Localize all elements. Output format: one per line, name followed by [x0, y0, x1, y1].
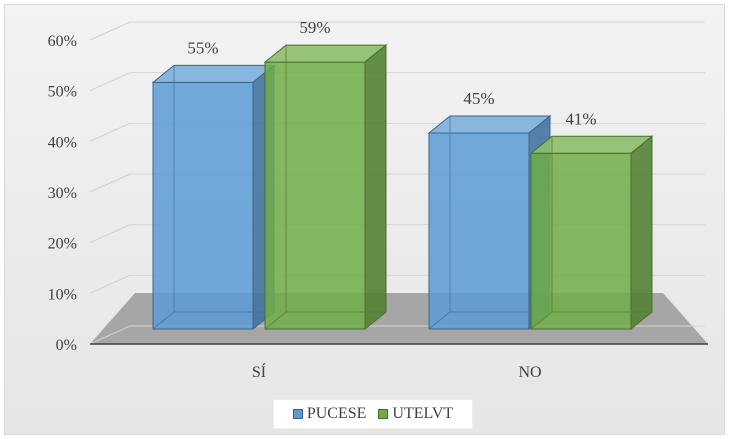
- gridline-diagonal: [89, 325, 131, 345]
- bar-front: [428, 132, 530, 330]
- gridline-diagonal: [89, 122, 131, 142]
- legend-item-pucese: PUCESE: [292, 405, 367, 423]
- data-label: 41%: [565, 109, 596, 128]
- legend: PUCESE UTELVT: [273, 399, 473, 429]
- x-tick-label: SÍ: [252, 362, 266, 381]
- bar-front: [264, 61, 366, 330]
- gridline-diagonal: [89, 274, 131, 294]
- legend-swatch-utelvt: [378, 409, 389, 419]
- legend-swatch-pucese: [292, 409, 303, 419]
- gridline-diagonal: [89, 21, 131, 41]
- y-tick-label: 20%: [48, 236, 77, 253]
- y-tick-label: 10%: [48, 286, 77, 303]
- bar-front: [152, 81, 254, 330]
- bar-depth-edge: [428, 311, 451, 330]
- data-label: 45%: [463, 89, 494, 108]
- bar-depth-edge: [530, 311, 553, 330]
- bar-chart: 0% 10% 20% 30% 40% 50% 60% 55% 59% SÍ 45% 41% NO: [48, 18, 708, 381]
- data-label: 59%: [299, 18, 330, 37]
- legend-item-utelvt: UTELVT: [378, 405, 453, 423]
- gridline-diagonal: [89, 72, 131, 92]
- y-tick-label: 40%: [48, 134, 77, 151]
- data-label: 55%: [187, 38, 218, 57]
- chart-area: 0% 10% 20% 30% 40% 50% 60% 55% 59% SÍ 45% 41% NO PUC…: [4, 4, 725, 435]
- gridline-diagonal: [89, 173, 131, 193]
- bar-side: [630, 135, 653, 331]
- legend-label-pucese: PUCESE: [306, 405, 367, 422]
- bar-front: [530, 152, 632, 330]
- y-tick-label: 60%: [48, 33, 77, 50]
- bar-depth-edge: [152, 311, 175, 330]
- x-tick-label: NO: [518, 364, 541, 381]
- gridline-diagonal: [89, 224, 131, 244]
- y-tick-label: 30%: [48, 185, 77, 202]
- y-tick-label: 50%: [48, 84, 77, 101]
- y-tick-label: 0%: [56, 337, 77, 354]
- bar-depth-edge: [264, 311, 287, 330]
- bar-side: [364, 44, 387, 331]
- legend-label-utelvt: UTELVT: [392, 405, 454, 422]
